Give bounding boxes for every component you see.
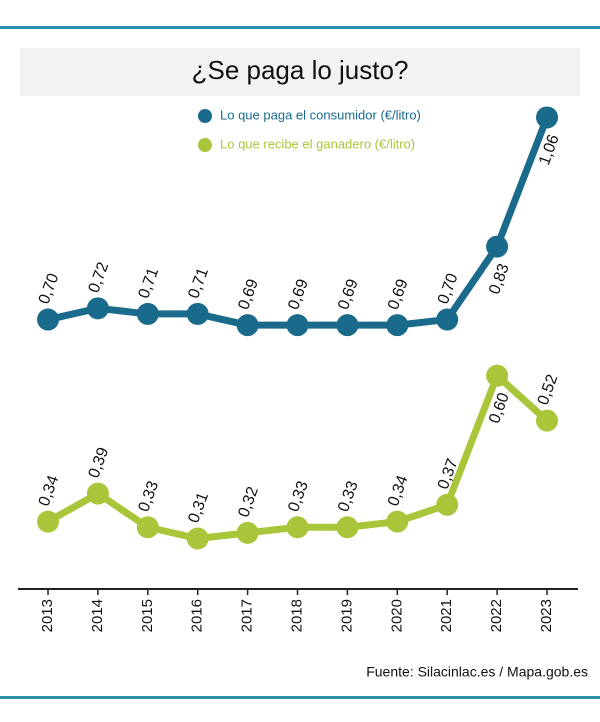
point [436,493,459,516]
point [386,510,409,533]
x-tick-label: 2016 [189,599,206,632]
x-tick-label: 2017 [239,599,256,632]
data-label: 0,69 [235,277,262,312]
source: Fuente: Silacinlac.es / Mapa.gob.es [366,664,588,680]
x-tick-label: 2021 [438,599,455,632]
point [286,516,309,539]
data-label: 0,71 [136,266,163,301]
x-tick-label: 2013 [39,599,56,632]
legend-label: Lo que recibe el ganadero (€/litro) [220,136,415,151]
data-label: 0,83 [486,261,513,296]
x-tick-label: 2020 [388,599,405,632]
point [436,308,459,331]
point [536,106,558,129]
data-label: 0,32 [235,485,262,520]
point [386,314,409,337]
point [37,308,59,331]
data-label: 0,72 [86,260,113,295]
data-label: 0,33 [136,479,163,514]
chart-title: ¿Se paga lo justo? [192,55,409,85]
data-label: 0,69 [335,277,362,312]
point [286,314,309,337]
point [236,314,259,337]
point [86,297,109,320]
point [136,302,159,325]
series-line [46,372,550,542]
data-label: 0,34 [36,473,63,508]
point [86,482,109,505]
point [336,314,359,337]
top-rule [0,26,600,29]
legend-label: Lo que paga el consumidor (€/litro) [220,107,421,122]
point [37,510,59,533]
x-tick-label: 2022 [488,599,505,632]
legend-marker [198,138,212,152]
legend-marker [198,109,212,123]
point [336,516,359,539]
data-label: 0,33 [335,479,362,514]
data-label: 0,34 [385,473,412,508]
x-tick-label: 2019 [338,599,355,632]
bottom-rule [0,696,600,699]
title-band [20,48,580,96]
data-label: 0,39 [86,445,113,480]
x-tick-label: 2015 [139,599,156,632]
data-label: 0,71 [185,266,212,301]
data-label: 0,70 [36,271,63,306]
point [186,302,209,325]
x-tick-label: 2023 [538,599,555,632]
point [536,409,558,432]
data-label: 0,33 [285,479,312,514]
data-label: 0,52 [535,372,562,407]
data-label: 0,69 [385,277,412,312]
point [486,235,509,258]
point [236,521,259,544]
data-label: 0,31 [185,490,212,525]
x-tick-label: 2018 [288,599,305,632]
point [136,516,159,539]
x-tick-label: 2014 [89,599,106,632]
point [486,364,509,387]
point [186,527,209,550]
data-label: 0,69 [285,277,312,312]
